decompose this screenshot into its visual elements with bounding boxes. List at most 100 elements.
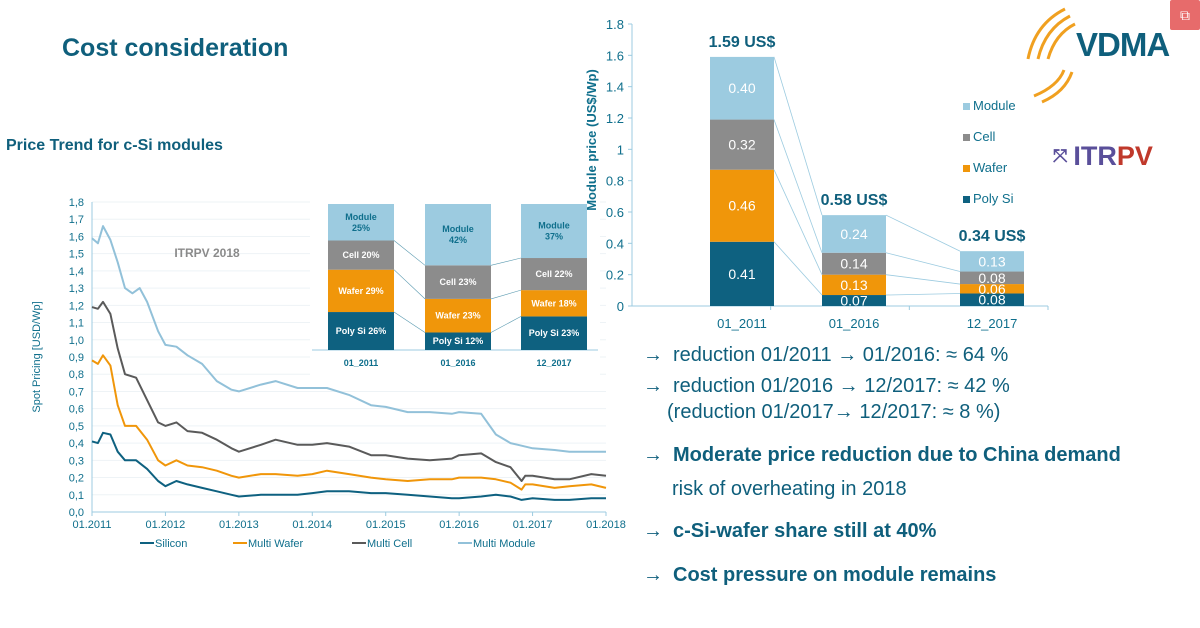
price-segment-label: 0.24 (840, 226, 867, 242)
x-tick-label: 01.2013 (219, 519, 259, 531)
x-tick-label: 01.2011 (73, 519, 112, 531)
inset-segment-label: Module (538, 221, 570, 231)
price-connector (885, 252, 961, 272)
vdma-arcs-icon (1026, 7, 1076, 104)
price-bar-segment (710, 169, 774, 242)
y-tick-label: 1,2 (69, 300, 84, 312)
y-tick-label: 1,8 (69, 197, 84, 209)
inset-connector (490, 289, 522, 300)
legend-label: Silicon (155, 538, 187, 550)
y-tick-label: 1,1 (69, 318, 84, 330)
x-tick-label: 01.2015 (366, 519, 406, 531)
bullet-text: reduction 01/2016 → 12/2017: ≈ 42 % (673, 375, 1010, 397)
y-tick-label: 0,9 (69, 352, 84, 364)
bullet-item: → reduction 01/2016 → 12/2017: ≈ 42 % (643, 375, 1010, 398)
arrow-right-icon: → (643, 344, 663, 366)
export-button[interactable]: ⧉ (1170, 0, 1200, 30)
price-bar-segment (822, 252, 886, 275)
y-tick-label: 1,6 (69, 231, 84, 243)
inset-segment-label: Wafer 29% (338, 286, 383, 296)
price-bar-segment (710, 241, 774, 306)
y-tick-label: 1.8 (606, 17, 624, 32)
price-bar-segment (710, 119, 774, 170)
price-segment-label: 0.08 (978, 292, 1005, 308)
arrows-in-icon: ⤧ (1053, 146, 1068, 166)
legend-label: Multi Cell (367, 538, 412, 550)
x-tick-label: 01.2017 (513, 519, 553, 531)
y-tick-label: 0,8 (69, 369, 84, 381)
inset-segment-label: Cell 22% (535, 269, 572, 279)
inset-category-label: 12_2017 (536, 358, 571, 368)
bullet-item: risk of overheating in 2018 (672, 478, 907, 501)
bullet-item: → Cost pressure on module remains (643, 564, 996, 587)
y-tick-label: 1 (617, 142, 624, 157)
inset-bar-segment (425, 298, 491, 333)
y-tick-label: 1,3 (69, 283, 84, 295)
inset-segment-label: Wafer 23% (435, 311, 480, 321)
series-line-multi-module (91, 225, 606, 453)
y-tick-label: 1.6 (606, 48, 624, 63)
price-segment-label: 0.46 (728, 198, 755, 214)
x-tick-label: 01.2018 (586, 519, 626, 531)
legend-label: Cell (973, 129, 996, 144)
y-tick-label: 1,7 (69, 214, 84, 226)
inset-segment-label: Cell 20% (342, 250, 379, 260)
y-tick-label: 0,3 (69, 455, 84, 467)
export-icon: ⧉ (1180, 7, 1190, 23)
inset-bar-segment (425, 265, 491, 299)
inset-bar-segment (328, 269, 394, 313)
inset-connector (393, 311, 426, 333)
y-tick-label: 0,7 (69, 386, 84, 398)
price-connector (885, 274, 961, 285)
chart-annotation: ITRPV 2018 (174, 246, 240, 260)
inset-segment-label: 37% (545, 232, 563, 242)
inset-connector (490, 257, 522, 266)
price-segment-label: 0.08 (978, 270, 1005, 286)
category-label: 01_2011 (717, 316, 767, 331)
inset-bar-segment (425, 204, 491, 266)
price-bar-segment (960, 251, 1024, 272)
inset-segment-label: Cell 23% (439, 277, 476, 287)
series-line-multi-wafer (91, 354, 607, 491)
price-bar-segment (960, 271, 1024, 285)
price-connector (885, 293, 961, 296)
bullet-item: → reduction 01/2011 → 01/2016: ≈ 64 % (643, 344, 1008, 367)
bullet-item: → c-Si-wafer share still at 40% (643, 520, 936, 543)
legend-label: Multi Wafer (248, 538, 304, 550)
price-bar-segment (822, 274, 886, 296)
y-tick-label: 0,5 (69, 421, 84, 433)
price-connector (773, 169, 823, 275)
arrow-right-icon: → (643, 564, 663, 586)
bullet-text: Moderate price reduction due to China de… (673, 444, 1121, 466)
x-tick-label: 01.2014 (292, 519, 332, 531)
series-line-silicon (91, 431, 606, 501)
legend-swatch (963, 134, 970, 141)
bar-total-label: 0.58 US$ (821, 192, 888, 209)
y-tick-label: 0.2 (606, 268, 624, 283)
bar-total-label: 1.59 US$ (709, 34, 776, 51)
vdma-logo: VDMA (1076, 26, 1170, 63)
legend-label: Wafer (973, 160, 1008, 175)
legend-swatch (963, 103, 970, 110)
inset-category-label: 01_2011 (344, 358, 379, 368)
inset-bar-segment (521, 290, 587, 317)
bullet-text: Cost pressure on module remains (673, 564, 997, 586)
bullet-text: risk of overheating in 2018 (672, 478, 907, 500)
arrow-right-icon: → (643, 444, 663, 466)
inset-segment-label: Wafer 18% (531, 298, 576, 308)
price-connector (885, 214, 961, 252)
y-tick-label: 1.4 (606, 80, 624, 95)
section-subtitle: Price Trend for c-Si modules (6, 137, 223, 154)
inset-segment-label: Module (442, 224, 474, 234)
y-tick-label: 0.6 (606, 205, 624, 220)
price-bar-segment (710, 56, 774, 120)
price-connector (773, 56, 823, 216)
price-segment-label: 0.07 (840, 293, 867, 309)
price-bar-segment (822, 215, 886, 253)
legend-swatch (963, 196, 970, 203)
price-segment-label: 0.13 (978, 253, 1005, 269)
category-label: 01_2016 (829, 316, 880, 331)
series-line-multi-cell (91, 300, 607, 482)
y-tick-label: 1,4 (69, 266, 84, 278)
inset-bar-segment (328, 312, 394, 350)
